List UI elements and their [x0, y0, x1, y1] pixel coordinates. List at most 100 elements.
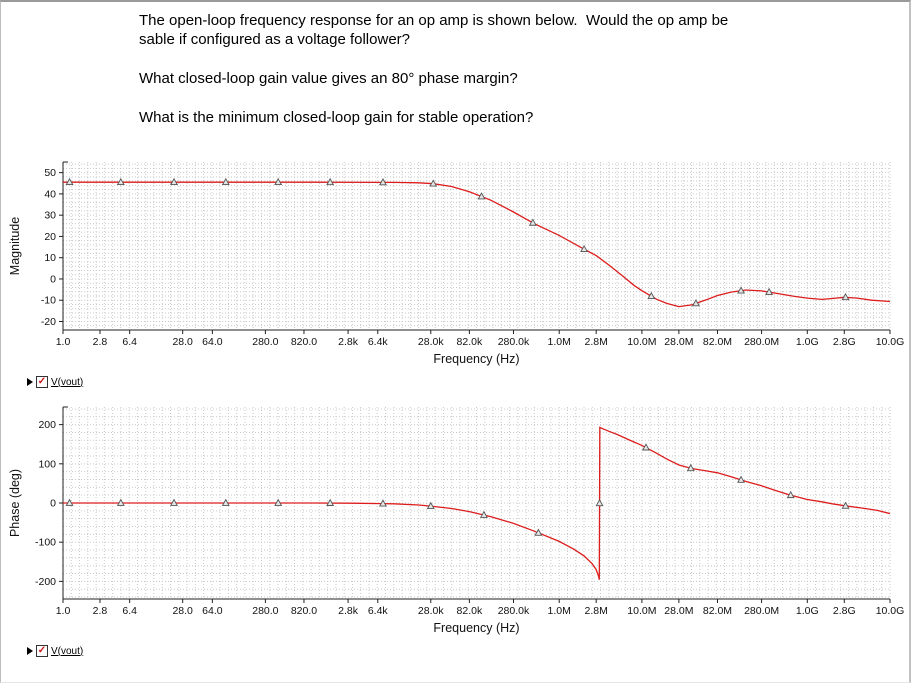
question-1-line-2: sable if configured as a voltage followe…	[139, 31, 410, 48]
x-tick-label: 280.0	[252, 605, 278, 617]
question-2: What closed-loop gain value gives an 80°…	[139, 70, 518, 87]
gridlines	[62, 162, 891, 331]
x-tick-label: 64.0	[202, 336, 223, 348]
triangle-marker-icon	[737, 475, 745, 483]
x-tick-label: 6.4k	[368, 605, 389, 617]
magnitude-curve	[63, 181, 891, 308]
x-tick-label: 280.0M	[744, 336, 779, 348]
x-tick-label: 82.0M	[703, 336, 732, 348]
legend-row-phase: ✓ V(vout)	[27, 645, 83, 657]
triangle-marker-icon	[429, 179, 438, 187]
x-tick-label: 6.4k	[368, 336, 389, 348]
magnitude-svg: 50 40 30 20 10 0 -10 -201.0 2.8 6.4 28.0 64.0 280.0 8…	[8, 161, 904, 366]
x-tick-label: 820.0	[291, 336, 317, 348]
x-tick-label: 1.0	[56, 605, 71, 617]
triangle-marker-icon	[426, 501, 435, 509]
triangle-marker-icon	[170, 177, 178, 186]
phase-bode-plot: 200 100 0 -100 -200 1.0 2.8 6.4 28.0 64.0 280.0 820…	[1, 397, 909, 646]
magnitude-y-axis-title: Magnitude	[8, 217, 22, 275]
question-3: What is the minimum closed-loop gain for…	[139, 109, 534, 126]
phase-curve-markers	[65, 443, 850, 536]
triangle-marker-icon	[595, 498, 604, 507]
y-tick-label: -20	[41, 316, 56, 328]
y-tick-label: 0	[50, 273, 56, 285]
triangle-marker-icon	[534, 528, 543, 536]
triangle-marker-icon	[786, 490, 795, 499]
triangle-marker-icon	[326, 177, 335, 186]
x-tick-label: 2.8M	[585, 336, 608, 348]
tick-marks	[59, 424, 891, 603]
triangle-marker-icon	[647, 291, 656, 300]
x-tick-label: 28.0M	[664, 336, 693, 348]
triangle-marker-icon	[170, 498, 178, 506]
y-tick-label: 20	[44, 231, 56, 243]
x-tick-label: 10.0M	[627, 336, 656, 348]
phase-svg: 200 100 0 -100 -200 1.0 2.8 6.4 28.0 64.0 280.0 820…	[8, 406, 905, 635]
x-tick-label: 64.0	[202, 605, 223, 617]
x-tick-label: 10.0M	[627, 605, 656, 617]
triangle-marker-icon	[841, 501, 850, 509]
y-tick-label: -10	[41, 295, 56, 307]
x-tick-label: 2.8k	[338, 336, 359, 348]
magnitude-x-axis-title: Frequency (Hz)	[433, 352, 519, 366]
y-tick-label: 30	[44, 210, 56, 222]
triangle-marker-icon	[642, 443, 650, 451]
triangle-marker-icon	[221, 177, 230, 186]
triangle-marker-icon	[65, 177, 74, 186]
x-tick-label: 6.4	[122, 336, 137, 348]
magnitude-bode-plot: 50 40 30 20 10 0 -10 -20 1.0 2.8 6.4 28.0 64.0 280.0 8…	[1, 152, 909, 377]
x-tick-label: 280.0M	[744, 605, 779, 617]
triangle-marker-icon	[479, 510, 488, 518]
x-tick-label: 280.0	[252, 336, 278, 348]
question-text-block: The open-loop frequency response for an …	[139, 11, 829, 147]
x-tick-label: 2.8G	[833, 336, 856, 348]
triangle-marker-icon	[691, 299, 700, 307]
legend-arrow-icon	[27, 647, 33, 655]
phase-y-axis-title: Phase (deg)	[8, 469, 22, 537]
triangle-marker-icon	[841, 293, 850, 301]
x-tick-label: 2.8	[93, 605, 108, 617]
x-tick-label: 1.0M	[548, 605, 571, 617]
x-tick-label: 28.0M	[664, 605, 693, 617]
triangle-marker-icon	[765, 287, 774, 295]
y-tick-label: 40	[44, 188, 56, 200]
triangle-marker-icon	[379, 499, 387, 507]
legend-label: V(vout)	[51, 376, 84, 388]
x-tick-label: 2.8	[93, 336, 108, 348]
legend-checkbox[interactable]: ✓	[36, 645, 48, 657]
y-tick-label: 0	[50, 498, 56, 510]
y-tick-label: 200	[38, 419, 56, 431]
x-tick-label: 6.4	[122, 605, 137, 617]
legend-label: V(vout)	[51, 645, 84, 657]
y-tick-label: 10	[44, 252, 56, 264]
x-tick-label: 82.0k	[457, 336, 483, 348]
triangle-marker-icon	[116, 177, 125, 186]
legend-arrow-icon	[27, 378, 33, 386]
x-tick-label: 28.0	[172, 336, 193, 348]
question-1: The open-loop frequency response for an …	[139, 11, 829, 49]
y-tick-label: -100	[35, 537, 56, 549]
triangle-marker-icon	[274, 177, 283, 186]
x-tick-label: 2.8k	[338, 605, 359, 617]
triangle-marker-icon	[580, 244, 589, 253]
x-tick-label: 820.0	[291, 605, 317, 617]
triangle-marker-icon	[116, 498, 125, 506]
legend-checkbox[interactable]: ✓	[36, 376, 48, 388]
tick-labels: 50 40 30 20 10 0 -10 -201.0 2.8 6.4 28.0 64.0 280.0 8…	[41, 167, 904, 348]
triangle-marker-icon	[477, 192, 486, 200]
magnitude-curve-markers	[65, 177, 850, 307]
triangle-marker-icon	[379, 178, 387, 186]
y-tick-label: 50	[44, 167, 56, 179]
question-1-line-1: The open-loop frequency response for an …	[139, 12, 729, 29]
x-tick-label: 1.0G	[796, 336, 819, 348]
x-tick-label: 10.0G	[876, 605, 905, 617]
x-tick-label: 2.8G	[833, 605, 856, 617]
x-tick-label: 1.0	[56, 336, 71, 348]
y-tick-label: 100	[38, 458, 56, 470]
x-tick-label: 280.0k	[498, 605, 530, 617]
triangle-marker-icon	[326, 498, 335, 506]
triangle-marker-icon	[737, 286, 745, 294]
x-tick-label: 82.0k	[457, 605, 483, 617]
x-tick-label: 2.8M	[585, 605, 608, 617]
